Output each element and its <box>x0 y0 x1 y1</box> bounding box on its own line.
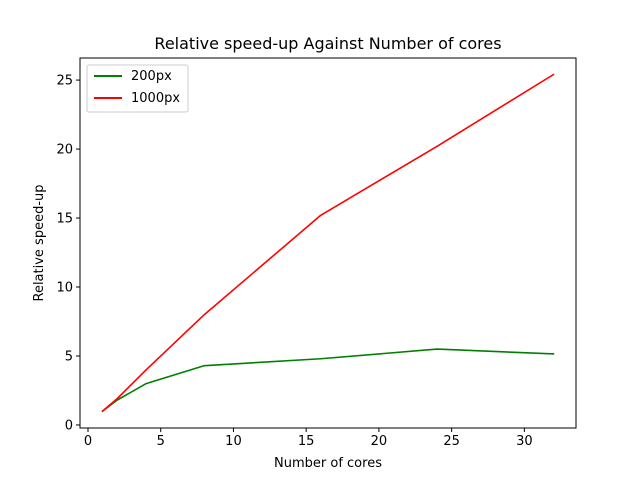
legend: 200px 1000px <box>86 64 189 113</box>
x-tick-label: 5 <box>157 434 165 449</box>
y-tick-label: 20 <box>56 143 73 158</box>
series-layer <box>101 73 555 413</box>
y-tick-label: 15 <box>56 212 73 227</box>
x-tick-label: 10 <box>225 434 242 449</box>
legend-label-1000px: 1000px <box>131 91 180 106</box>
x-tick-label: 15 <box>298 434 315 449</box>
chart-title: Relative speed-up Against Number of core… <box>154 34 501 53</box>
plot-area <box>79 57 577 429</box>
series-line-1000px <box>101 73 555 413</box>
x-tick-label: 0 <box>84 434 92 449</box>
y-axis-label: Relative speed-up <box>32 184 47 301</box>
x-tick-label: 20 <box>371 434 388 449</box>
y-axis-ticks: 0 5 10 15 20 25 <box>56 74 80 433</box>
axes-frame <box>79 57 577 429</box>
axes-background <box>80 58 576 428</box>
y-tick-label: 25 <box>56 74 73 89</box>
legend-label-200px: 200px <box>131 69 172 84</box>
x-axis-label: Number of cores <box>274 456 382 471</box>
y-tick-label: 0 <box>65 418 73 433</box>
x-tick-label: 30 <box>516 434 533 449</box>
y-tick-label: 5 <box>65 349 73 364</box>
x-axis-ticks: 0 5 10 15 20 25 30 <box>84 428 533 449</box>
series-line-200px <box>101 348 555 413</box>
y-tick-label: 10 <box>56 281 73 296</box>
x-tick-label: 25 <box>443 434 460 449</box>
